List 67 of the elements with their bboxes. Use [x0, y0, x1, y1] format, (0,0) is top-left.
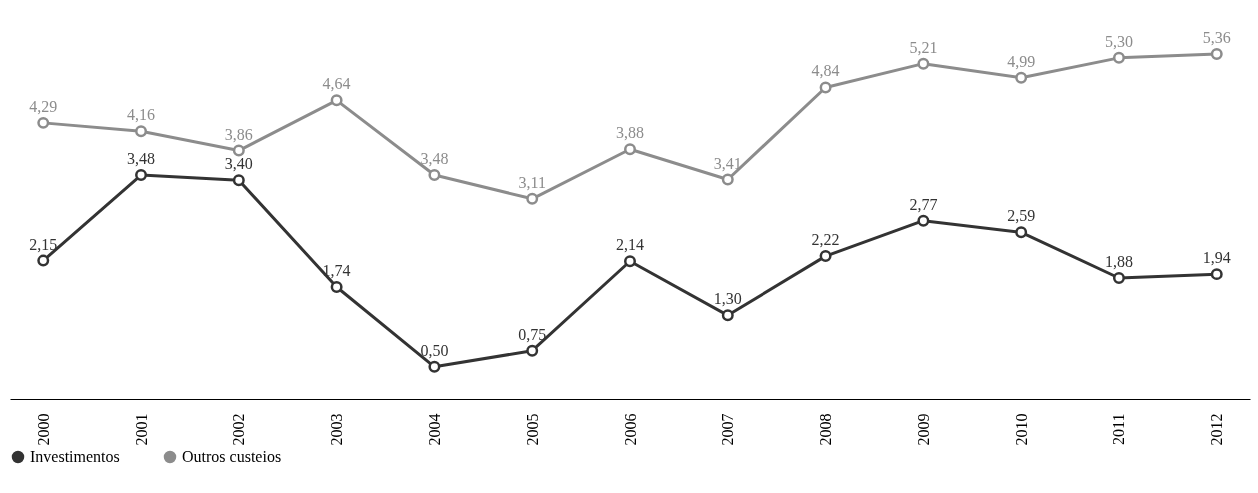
x-tick-label: 2001 — [132, 413, 150, 446]
data-label: 2,59 — [1007, 207, 1036, 225]
data-label: 5,21 — [909, 38, 938, 56]
point — [624, 143, 636, 156]
point — [1015, 226, 1028, 239]
point — [721, 309, 734, 322]
data-label: 5,36 — [1202, 29, 1231, 46]
data-label: 4,64 — [322, 75, 351, 93]
point — [819, 81, 832, 94]
data-label: 3,86 — [224, 125, 253, 143]
data-label: 3,48 — [420, 150, 449, 168]
data-label: 2,77 — [909, 195, 938, 213]
point — [1015, 71, 1028, 84]
point — [819, 250, 832, 263]
data-label: 2,14 — [616, 236, 644, 254]
x-tick-label: 2009 — [914, 413, 932, 446]
x-tick-label: 2007 — [719, 413, 737, 446]
legend-label: Outros custeios — [182, 448, 282, 465]
data-label: 1,88 — [1104, 252, 1133, 270]
data-label: 4,99 — [1007, 52, 1036, 70]
point — [232, 144, 245, 157]
x-tick-label: 2004 — [425, 413, 443, 446]
x-tick-label: 2000 — [34, 413, 52, 446]
data-label: 4,29 — [29, 97, 58, 115]
data-label: 3,41 — [713, 154, 742, 172]
point — [526, 344, 539, 357]
data-label: 4,16 — [127, 106, 156, 124]
point — [1112, 272, 1125, 284]
data-label: 1,94 — [1202, 249, 1231, 267]
point — [917, 214, 930, 227]
point — [1210, 48, 1223, 60]
x-tick-label: 2010 — [1012, 413, 1030, 446]
data-label: 2,22 — [811, 231, 840, 249]
data-label: 3,40 — [224, 155, 253, 173]
data-label: 3,11 — [518, 173, 546, 191]
data-label: 1,74 — [322, 262, 351, 279]
x-tick-label: 2005 — [523, 413, 541, 446]
point — [135, 169, 148, 181]
data-label: 5,30 — [1104, 32, 1133, 50]
data-label: 2,15 — [29, 235, 58, 253]
data-label: 3,48 — [127, 150, 156, 168]
legend-label: Investimentos — [30, 448, 120, 465]
point — [917, 57, 930, 70]
point — [330, 94, 343, 107]
data-label: 1,30 — [713, 290, 742, 308]
x-tick-label: 2012 — [1208, 413, 1226, 446]
point — [721, 173, 734, 186]
point — [232, 174, 245, 187]
point — [330, 281, 343, 293]
data-label: 4,84 — [811, 62, 840, 80]
data-label: 0,75 — [518, 325, 547, 343]
point — [526, 192, 539, 205]
x-tick-label: 2008 — [817, 413, 835, 446]
data-label: 0,50 — [420, 341, 449, 359]
x-tick-label: 2011 — [1110, 413, 1128, 445]
point — [37, 116, 50, 129]
x-tick-label: 2002 — [230, 413, 248, 446]
x-tick-label: 2003 — [328, 413, 346, 446]
point — [1210, 268, 1223, 281]
point — [428, 169, 441, 181]
point — [624, 255, 636, 268]
point — [37, 254, 50, 267]
point — [1112, 51, 1125, 64]
point — [135, 125, 148, 138]
point — [428, 360, 441, 373]
x-tick-label: 2006 — [621, 413, 639, 446]
data-label: 3,88 — [616, 124, 644, 142]
